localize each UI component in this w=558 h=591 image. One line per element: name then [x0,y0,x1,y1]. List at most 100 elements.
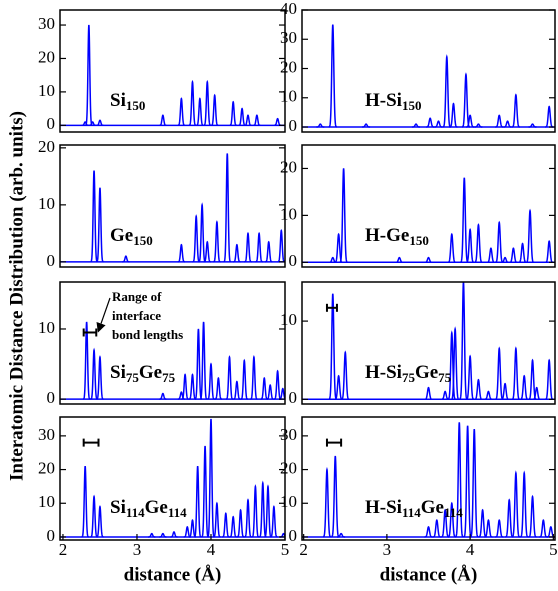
y-tick-label: 30 [38,14,55,33]
peak [201,445,209,538]
peak [495,346,504,401]
peak [223,153,231,263]
peak [501,256,510,264]
peak [196,97,204,127]
peak [233,243,241,263]
peak [341,350,350,401]
peak [532,386,541,401]
x-tick-label: 5 [281,540,290,559]
label-subscript: 114 [126,505,145,520]
peak [89,121,97,127]
peak [449,102,458,128]
peak [539,519,548,538]
peak [203,79,211,127]
peak [274,117,282,127]
peak [274,369,282,400]
label-text: Ge [145,497,168,518]
peak [424,526,433,538]
peak [474,378,483,401]
panel-frame [301,144,556,268]
label-subscript: 75 [162,370,176,385]
label-text: Ge [110,225,133,246]
peak [460,177,469,264]
label-text: Si [110,497,126,518]
peak [213,220,221,263]
peak [229,100,237,127]
peak [503,120,512,128]
label-subscript: 150 [126,98,146,113]
y-tick-label: 0 [47,114,56,133]
peak [260,376,268,400]
peak [455,422,464,538]
peak [511,346,520,401]
label-subscript: 75 [126,370,140,385]
peak [244,114,252,127]
peak [177,391,185,400]
peak [259,480,267,538]
peak [331,455,340,538]
peak [451,326,460,401]
x-axis-label: distance (Å) [380,564,478,585]
panel-frame [301,281,556,405]
peak [316,123,325,128]
x-tick-label: 4 [466,540,475,559]
peak [148,532,156,538]
peak [159,532,167,538]
panel-label: H-Si75Ge75 [365,362,452,385]
peak [509,247,518,264]
y-tick-label: 20 [38,47,55,66]
y-tick-label: 10 [38,318,55,337]
label-text: Si [110,90,126,111]
label-text: H-Si [365,497,402,518]
y-tick-label: 30 [280,425,297,444]
peak [194,328,203,400]
peak [545,105,554,128]
peak [474,223,483,264]
y-tick-label: 20 [280,157,297,176]
peak [194,466,202,538]
peak [229,515,237,538]
peak [96,505,104,538]
peak [199,321,208,400]
peak [484,390,493,401]
peak [447,501,456,538]
y-tick-label: 20 [280,458,297,477]
peak [177,97,186,127]
panel-label: Si150 [110,90,145,113]
peak [426,117,435,128]
panel-frame [301,9,556,133]
peak [459,282,468,401]
peak [441,390,450,401]
peak [250,355,258,400]
panel-frame [59,9,286,133]
annotation-arrow [96,297,111,333]
peak [520,470,529,538]
peak [266,384,274,400]
peak [255,231,263,263]
y-tick-label: 10 [38,81,55,100]
peak [270,505,278,538]
peak [214,376,222,400]
peak [244,498,252,538]
peak [90,494,98,538]
label-text: Ge [139,362,162,383]
y-tick-label: 0 [289,526,298,545]
x-tick-label: 3 [383,540,392,559]
peak [474,123,483,128]
peak [528,123,537,128]
y-tick-label: 20 [280,57,297,76]
y-tick-label: 0 [47,251,56,270]
x-tick-label: 3 [133,540,142,559]
peak [505,498,514,538]
peak [96,187,104,263]
peak [85,24,93,127]
panel-label: H-Si150 [365,90,421,113]
peak [90,347,98,400]
label-text: Si [110,362,126,383]
peak [486,247,495,264]
y-tick-label: 30 [280,28,297,47]
peak [265,240,273,263]
peak [238,107,246,127]
y-axis-label: Interatomic Distance Distribution (arb. … [6,111,27,481]
peak [528,494,537,538]
